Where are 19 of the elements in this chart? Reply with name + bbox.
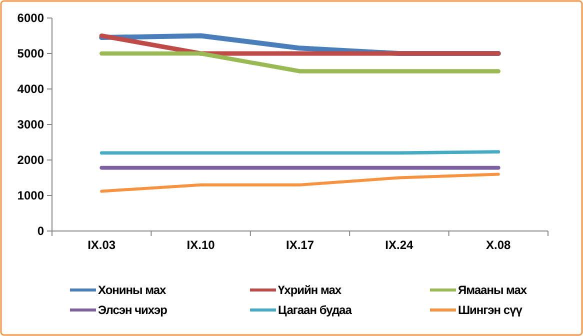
legend-label: Шингэн сүү <box>458 303 523 318</box>
y-tick-label: 3000 <box>17 118 44 132</box>
legend-label: Ямааны мах <box>458 283 528 298</box>
y-tick-label: 5000 <box>17 46 44 61</box>
legend-label: Элсэн чихэр <box>98 303 168 318</box>
x-tick-label: IX.17 <box>286 238 314 252</box>
x-tick-label: IX.24 <box>385 238 414 252</box>
x-tick-label: X.08 <box>486 238 512 252</box>
y-tick-label: 6000 <box>17 11 44 26</box>
x-tick-label: IX.10 <box>186 238 216 252</box>
legend-label: Хонины мах <box>98 283 167 298</box>
legend-label: Үхрийн мах <box>278 283 342 298</box>
y-tick-label: 1000 <box>17 188 44 203</box>
y-tick-label: 4000 <box>17 82 44 96</box>
y-tick-label: 2000 <box>17 153 44 168</box>
y-tick-label: 0 <box>37 224 44 238</box>
line-series <box>100 172 500 193</box>
x-tick-label: IX.03 <box>88 238 116 252</box>
legend-label: Цагаан будаа <box>278 303 352 318</box>
